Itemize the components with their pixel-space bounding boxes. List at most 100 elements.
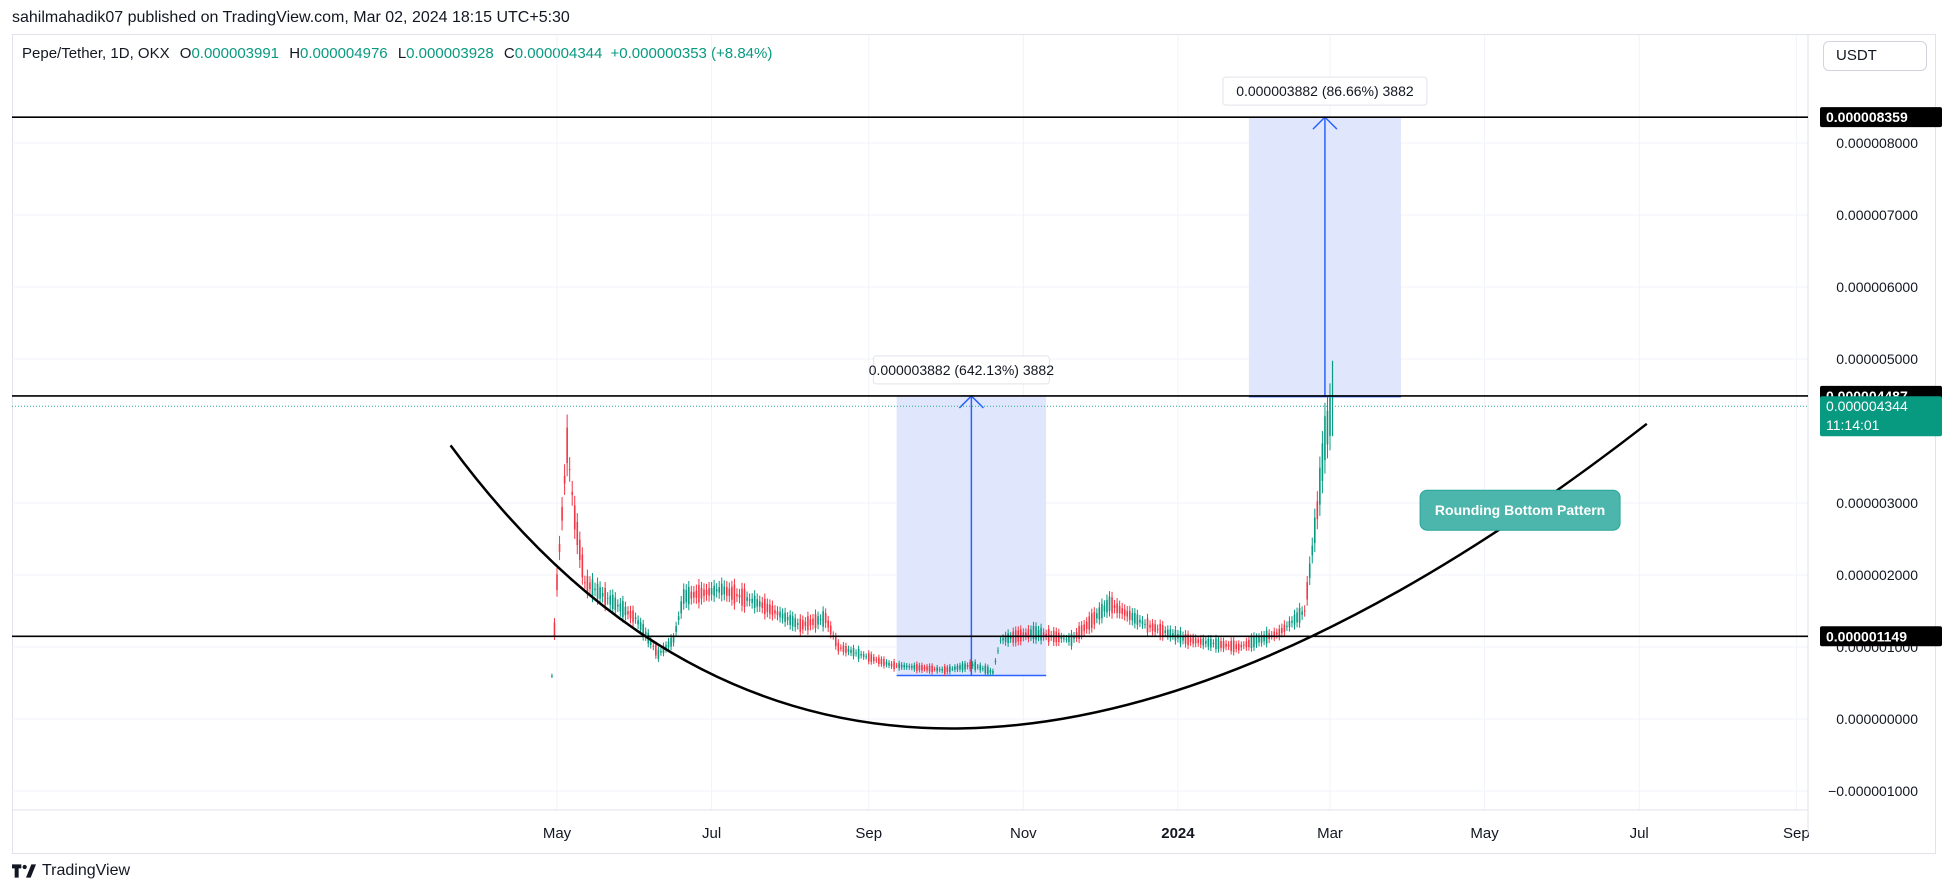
candle-body <box>1321 443 1324 481</box>
tradingview-brand[interactable]: TradingView <box>12 862 130 880</box>
candle-body <box>1293 614 1296 625</box>
candle-body <box>1070 633 1073 646</box>
candle-body <box>698 584 700 603</box>
candle-body <box>1126 611 1129 617</box>
chart-frame <box>12 34 1936 854</box>
candle-body <box>713 585 715 596</box>
candle-body <box>873 656 875 662</box>
high-key: H <box>289 45 301 62</box>
candle-body <box>840 647 842 649</box>
x-tick-label: Sep <box>855 825 882 842</box>
close-key: C <box>503 45 515 62</box>
candle-body <box>1260 635 1263 643</box>
candle-body <box>573 505 576 530</box>
candle-body <box>923 667 926 670</box>
candle-body <box>665 644 667 650</box>
candle-body <box>817 616 819 625</box>
pattern-callout-box[interactable] <box>1419 489 1621 531</box>
candle-body <box>1179 630 1182 644</box>
candle-body <box>931 665 933 673</box>
candle-body <box>576 522 579 546</box>
currency-button[interactable]: USDT <box>1823 41 1927 71</box>
candle-body <box>943 666 946 674</box>
candle-body <box>644 631 647 637</box>
candle-body <box>814 614 817 629</box>
candle-body <box>781 613 784 619</box>
candle-body <box>553 622 556 636</box>
candle-body <box>710 588 713 595</box>
candle-body <box>1199 638 1202 645</box>
symbol-label[interactable]: Pepe/Tether, 1D, OKX <box>22 45 170 62</box>
candle-body <box>758 601 761 607</box>
candle-body <box>941 668 944 671</box>
candle-body <box>857 648 860 659</box>
candle-body <box>837 642 840 652</box>
candle-body <box>1106 599 1108 613</box>
candle-body <box>764 598 766 615</box>
candle-body <box>964 663 966 670</box>
candle-body <box>1215 638 1217 650</box>
candle-body <box>807 616 809 631</box>
candle-body <box>900 664 903 668</box>
candle-body <box>571 491 574 495</box>
x-tick-label: Jul <box>702 825 721 842</box>
candle-body <box>845 646 847 654</box>
candle-body <box>1313 517 1316 544</box>
candle-body <box>662 645 665 653</box>
candle-body <box>1174 629 1177 641</box>
candle-body <box>999 639 1002 641</box>
candle-body <box>581 554 584 578</box>
candle-body <box>1131 613 1134 621</box>
candle-body <box>1222 641 1225 649</box>
close-value: 0.000004344 <box>514 45 603 62</box>
candle-body <box>1248 639 1250 648</box>
candle-body <box>1182 635 1184 641</box>
candle-body <box>718 587 721 593</box>
candle-body <box>1161 625 1164 637</box>
candle-body <box>1154 624 1156 632</box>
low-key: L <box>397 45 407 62</box>
candle-body <box>786 616 789 621</box>
candle-body <box>867 653 870 662</box>
candle-body <box>1085 621 1088 630</box>
candle-body <box>672 636 675 643</box>
candle-body <box>1083 624 1085 632</box>
candle-body <box>657 649 660 659</box>
candle-body <box>687 586 690 605</box>
candle-body <box>1255 637 1258 645</box>
candle-body <box>655 644 657 656</box>
rounding-bottom-curve[interactable] <box>449 422 1648 730</box>
candle-body <box>1078 626 1080 640</box>
candle-body <box>796 623 799 625</box>
candle-body <box>756 599 759 607</box>
candle-body <box>1063 638 1065 640</box>
candle-body <box>905 665 908 668</box>
candle-body <box>971 663 974 667</box>
candle-body <box>1090 613 1093 628</box>
candle-body <box>776 611 779 616</box>
candle-body <box>741 588 743 606</box>
candle-body <box>614 597 617 610</box>
candle-body <box>769 604 771 614</box>
candle-body <box>1184 633 1187 644</box>
x-tick-label: Nov <box>1010 825 1037 842</box>
candle-body <box>959 665 961 670</box>
candle-body <box>784 612 786 622</box>
candle-body <box>751 598 753 603</box>
candle-body <box>723 586 726 595</box>
candle-body <box>579 539 581 560</box>
candle-body <box>1326 410 1329 445</box>
candle-body <box>1212 642 1215 644</box>
candle-body <box>809 619 812 626</box>
candle-body <box>660 651 662 653</box>
candle-body <box>1243 644 1245 646</box>
candle-body <box>1037 630 1040 638</box>
candle-body <box>819 619 822 621</box>
candle-body <box>1232 640 1235 653</box>
candle-body <box>1156 628 1159 630</box>
candle-body <box>700 587 703 599</box>
candle-body <box>1316 501 1319 520</box>
candle-body <box>1324 416 1326 461</box>
candle-body <box>622 601 624 618</box>
